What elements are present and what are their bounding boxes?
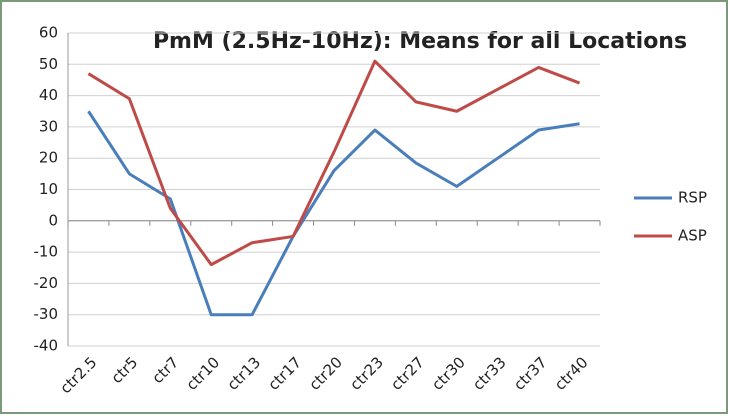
y-tick-label: -30 <box>34 305 59 323</box>
y-tick-label: -10 <box>34 243 59 261</box>
y-tick-label: 60 <box>39 24 58 42</box>
y-tick-label: 40 <box>39 86 58 104</box>
y-tick-label: 10 <box>39 180 58 198</box>
y-tick-label: 20 <box>39 149 58 167</box>
y-tick-label: 50 <box>39 55 58 73</box>
legend-label: RSP <box>678 189 707 207</box>
series-line <box>87 110 580 317</box>
series-line <box>87 59 581 267</box>
y-tick-label: -40 <box>34 337 59 355</box>
legend-label: ASP <box>678 227 707 245</box>
y-tick-label: 30 <box>39 117 58 135</box>
y-tick-label: 0 <box>48 211 58 229</box>
y-tick-label: -20 <box>34 274 59 292</box>
